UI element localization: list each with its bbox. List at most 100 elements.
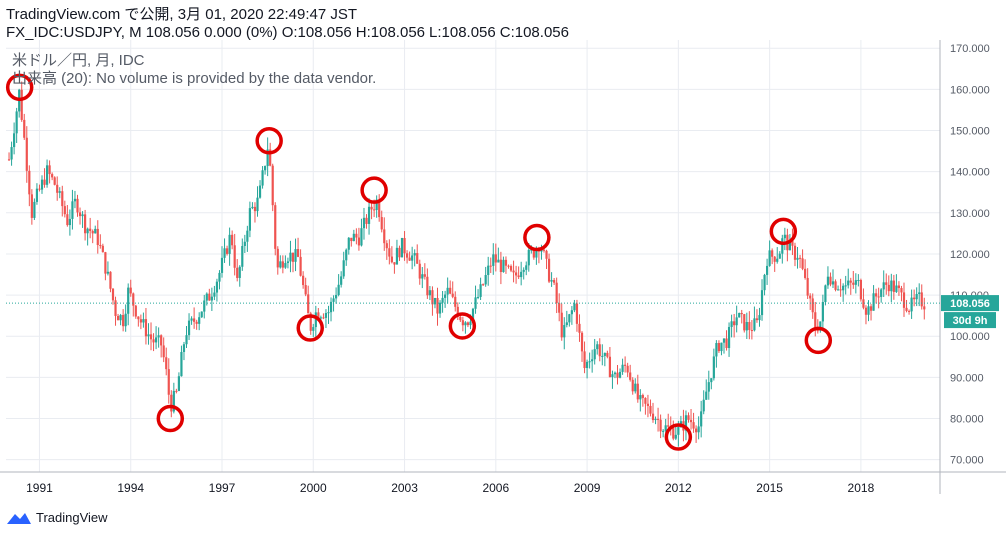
y-tick-label: 170.000 <box>950 43 990 55</box>
candle-body <box>53 177 56 185</box>
candle-body <box>170 394 173 412</box>
candle-body <box>484 275 487 285</box>
candle-body <box>342 260 345 277</box>
x-tick-label: 2018 <box>848 481 875 495</box>
candle-body <box>28 170 31 195</box>
candle-body <box>880 289 883 297</box>
candle-body <box>236 267 239 278</box>
candle-body <box>193 318 196 322</box>
candle-body <box>459 316 462 321</box>
candle-body <box>296 249 300 257</box>
candle-body <box>307 294 310 314</box>
candle-body <box>476 296 480 298</box>
candle-body <box>175 390 178 392</box>
candle-body <box>796 257 799 260</box>
chart-legend: 米ドル／円, 月, IDC 出来高 (20): No volume is pro… <box>12 52 376 88</box>
candle-body <box>122 314 125 327</box>
candle-body <box>281 261 284 268</box>
symbol-label: FX_IDC:USDJPY, M <box>6 24 142 41</box>
current-price-badge <box>941 295 999 312</box>
candle-body <box>664 425 667 431</box>
candle-body <box>583 351 586 369</box>
candle-body <box>147 334 150 337</box>
candle-body <box>40 179 44 190</box>
price-chart[interactable]: 70.00080.00090.000100.000110.000120.0001… <box>0 40 1006 500</box>
footer-brand[interactable]: TradingView <box>6 510 108 525</box>
candle-body <box>618 371 622 378</box>
candle-body <box>231 234 234 246</box>
candle-body <box>755 318 759 321</box>
candle-body <box>466 322 470 326</box>
candle-body <box>494 254 497 263</box>
candle-body <box>91 231 94 234</box>
candle-body <box>35 188 39 202</box>
candle-body <box>608 356 612 378</box>
candle-body <box>869 306 873 311</box>
candle-body <box>907 310 911 312</box>
last-price: 108.056 <box>145 24 200 41</box>
candle-body <box>385 243 388 249</box>
candle-body <box>601 355 604 357</box>
candle-body <box>700 411 703 427</box>
candle-body <box>753 318 756 331</box>
candle-body <box>182 344 186 352</box>
candle-body <box>329 301 333 313</box>
candle-body <box>454 296 457 307</box>
annotation-circle <box>448 312 477 340</box>
candle-body <box>223 248 226 258</box>
candle-body <box>847 280 850 286</box>
candle-body <box>210 296 213 301</box>
candle-body <box>13 133 16 148</box>
candle-body <box>78 212 82 217</box>
candle-body <box>677 426 680 435</box>
candle-body <box>395 247 399 265</box>
candle-body <box>388 248 391 257</box>
candle-body <box>864 307 868 315</box>
candle-body <box>86 228 89 234</box>
x-tick-label: 2000 <box>300 481 327 495</box>
candle-body <box>373 209 376 211</box>
candle-body <box>302 275 305 286</box>
candle-body <box>872 293 875 311</box>
candle-body <box>882 282 885 290</box>
candle-body <box>624 364 627 366</box>
candle-body <box>613 372 617 375</box>
candle-body <box>106 271 110 274</box>
candle-body <box>137 316 140 320</box>
candle-body <box>717 343 721 352</box>
candle-body <box>588 361 591 363</box>
annotation-circle <box>255 127 283 155</box>
y-tick-label: 140.000 <box>950 167 990 179</box>
annotation-circle <box>664 423 693 451</box>
ohlc-high: H:108.056 <box>355 24 426 41</box>
annotation-circle <box>296 314 324 342</box>
candle-body <box>81 214 84 217</box>
candle-body <box>416 253 419 264</box>
candle-body <box>540 249 543 252</box>
candle-body <box>527 249 530 266</box>
x-tick-label: 1991 <box>26 481 53 495</box>
candle-body <box>781 238 784 254</box>
candle-body <box>720 342 723 352</box>
annotation-circle <box>804 326 833 355</box>
candle-body <box>433 297 437 305</box>
candle-body <box>611 374 614 378</box>
candle-body <box>791 239 794 246</box>
candle-body <box>436 297 439 314</box>
candle-body <box>573 303 576 311</box>
candle-body <box>829 276 832 285</box>
candle-body <box>918 292 921 295</box>
candle-body <box>225 248 229 254</box>
candle-body <box>639 395 642 400</box>
candle-body <box>831 281 835 285</box>
candle-body <box>530 249 533 251</box>
candle-body <box>213 292 216 297</box>
annotation-circle <box>5 73 34 102</box>
candle-body <box>773 256 776 262</box>
candle-body <box>261 170 264 186</box>
candle-body <box>563 325 566 338</box>
y-tick-label: 150.000 <box>950 126 990 138</box>
x-tick-label: 1997 <box>209 481 236 495</box>
candle-body <box>426 276 429 296</box>
candle-body <box>142 319 145 323</box>
